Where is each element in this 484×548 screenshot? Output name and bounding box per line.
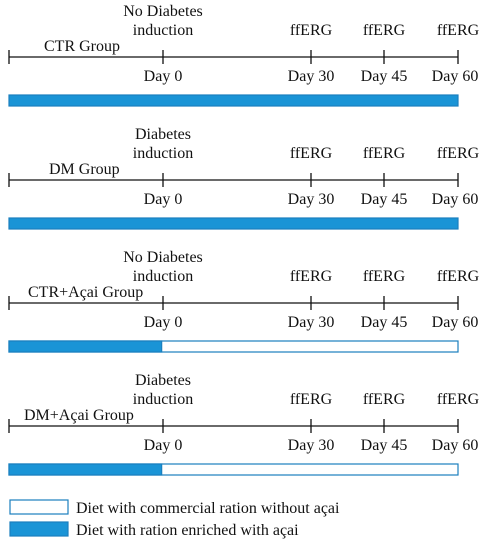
induction-label-line1: Diabetes (135, 372, 191, 389)
day-label: Day 45 (361, 68, 408, 85)
group-name: CTR+Açai Group (28, 284, 143, 301)
induction-label-line1: No Diabetes (123, 249, 203, 266)
day-label: Day 30 (288, 314, 335, 331)
induction-label-line1: No Diabetes (123, 3, 203, 20)
fferg-label: ffERG (363, 268, 406, 285)
diet-bar-enriched (8, 463, 163, 476)
fferg-label: ffERG (290, 268, 333, 285)
fferg-label: ffERG (437, 391, 480, 408)
group-name: CTR Group (44, 38, 120, 55)
diet-bar-enriched (8, 217, 459, 230)
induction-label-line2: induction (133, 268, 193, 285)
legend-swatch (9, 521, 69, 537)
fferg-label: ffERG (437, 145, 480, 162)
diet-bar-enriched (8, 340, 163, 353)
group-name: DM Group (49, 161, 120, 178)
day-label: Day 30 (288, 437, 335, 454)
day-label: Day 30 (288, 68, 335, 85)
day-label: Day 60 (432, 437, 479, 454)
day-label: Day 45 (361, 437, 408, 454)
fferg-label: ffERG (363, 391, 406, 408)
induction-label-line2: induction (133, 145, 193, 162)
fferg-label: ffERG (290, 22, 333, 39)
day-label: Day 60 (432, 314, 479, 331)
fferg-label: ffERG (437, 268, 480, 285)
day-label: Day 30 (288, 191, 335, 208)
day-label: Day 0 (144, 68, 183, 85)
group-name: DM+Açai Group (24, 407, 134, 424)
induction-label-line2: induction (133, 391, 193, 408)
legend-label: Diet with ration enriched with açai (76, 522, 299, 539)
day-label: Day 60 (432, 68, 479, 85)
induction-label-line2: induction (133, 22, 193, 39)
day-label: Day 60 (432, 191, 479, 208)
induction-label-line1: Diabetes (135, 126, 191, 143)
day-label: Day 0 (144, 191, 183, 208)
diet-bar-enriched (8, 94, 459, 107)
fferg-label: ffERG (290, 391, 333, 408)
day-label: Day 45 (361, 314, 408, 331)
legend-swatch (9, 499, 69, 515)
legend-label: Diet with commercial ration without açai (76, 500, 340, 517)
day-label: Day 45 (361, 191, 408, 208)
fferg-label: ffERG (290, 145, 333, 162)
fferg-label: ffERG (363, 22, 406, 39)
day-label: Day 0 (144, 314, 183, 331)
day-label: Day 0 (144, 437, 183, 454)
fferg-label: ffERG (363, 145, 406, 162)
fferg-label: ffERG (437, 22, 480, 39)
